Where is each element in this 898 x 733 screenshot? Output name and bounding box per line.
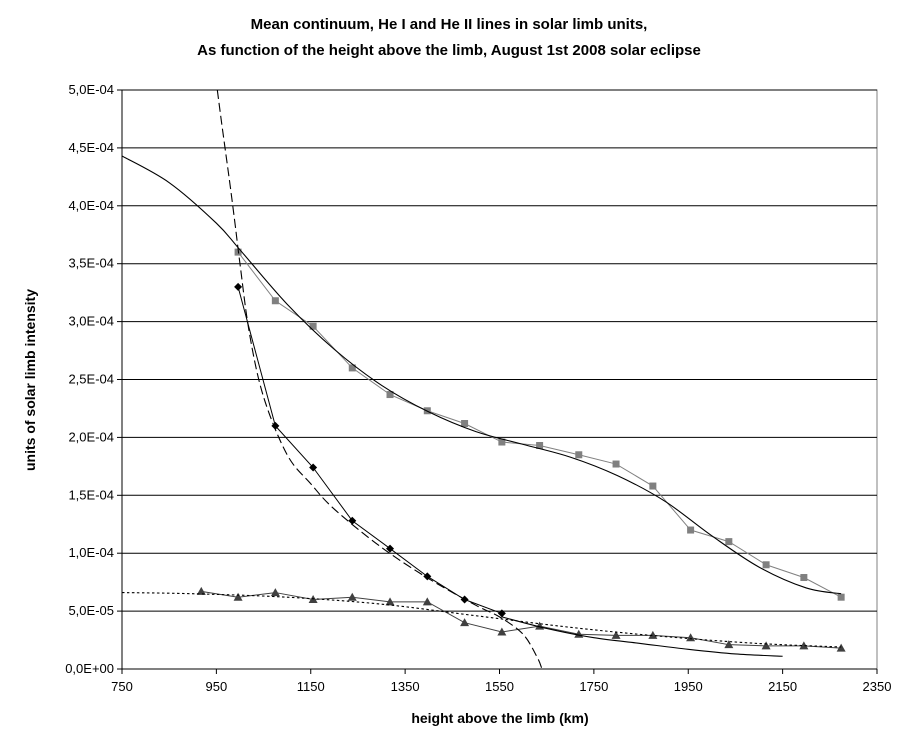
data-point-triangle xyxy=(836,643,846,652)
y-axis-title: units of solar limb intensity xyxy=(22,288,38,472)
series-4 xyxy=(216,90,543,670)
x-tick-label: 2350 xyxy=(863,679,892,694)
y-tick-label: 4,0E-04 xyxy=(68,198,114,213)
series-line-triangle xyxy=(201,590,842,649)
data-point-square xyxy=(612,460,620,468)
data-point-square xyxy=(536,442,544,450)
x-tick-label: 1550 xyxy=(485,679,514,694)
data-point-square xyxy=(649,482,657,490)
data-point-square xyxy=(762,561,770,569)
fit-curve-thin-fit xyxy=(501,616,783,657)
data-point-triangle xyxy=(270,588,280,597)
y-tick-label: 1,5E-04 xyxy=(68,487,114,502)
data-point-triangle xyxy=(422,597,432,606)
y-tick-label: 2,5E-04 xyxy=(68,372,114,387)
data-point-square xyxy=(800,574,808,582)
data-point-triangle xyxy=(724,640,734,649)
chart-subtitle: As function of the height above the limb… xyxy=(197,42,701,59)
y-tick-label: 0,0E+00 xyxy=(65,661,114,676)
y-tick-label: 1,0E-04 xyxy=(68,545,114,560)
data-point-triangle xyxy=(686,633,696,642)
x-tick-label: 1750 xyxy=(579,679,608,694)
fit-curve-solid-fit xyxy=(122,155,842,595)
data-point-triangle xyxy=(799,641,809,650)
y-tick-label: 4,5E-04 xyxy=(68,140,114,155)
series-line-diamond xyxy=(237,286,503,614)
x-tick-label: 1150 xyxy=(297,679,325,694)
series-6 xyxy=(122,592,842,648)
y-tick-label: 5,0E-05 xyxy=(68,603,114,618)
data-point-diamond xyxy=(386,544,395,553)
x-tick-label: 950 xyxy=(206,679,228,694)
data-point-square xyxy=(687,526,695,534)
data-point-square xyxy=(837,593,845,601)
y-tick-label: 3,0E-04 xyxy=(68,314,114,329)
data-point-triangle xyxy=(497,627,507,636)
data-point-triangle xyxy=(648,630,658,639)
fit-curve-dotted-fit xyxy=(122,592,842,648)
fit-curve-dashed-fit xyxy=(216,90,543,670)
data-point-triangle xyxy=(347,592,357,601)
data-point-triangle xyxy=(460,618,470,627)
data-point-triangle xyxy=(611,630,621,639)
data-point-diamond xyxy=(497,609,506,618)
ticks-layer: 0,0E+00 5,0E-05 1,0E-04 1,5E-04 2,0E-04 2,5E-… xyxy=(65,82,891,694)
data-point-triangle xyxy=(233,592,243,601)
x-tick-label: 750 xyxy=(111,679,133,694)
data-point-square xyxy=(575,451,583,459)
data-point-square xyxy=(461,420,469,428)
data-point-diamond xyxy=(234,282,243,291)
data-point-square xyxy=(348,364,356,372)
x-axis-title: height above the limb (km) xyxy=(411,710,589,726)
x-tick-label: 1950 xyxy=(674,679,703,694)
data-point-square xyxy=(498,438,506,446)
y-tick-label: 2,0E-04 xyxy=(68,429,114,444)
data-point-triangle xyxy=(196,586,206,595)
data-point-square xyxy=(309,322,317,330)
series-layer xyxy=(122,90,846,670)
x-tick-label: 1350 xyxy=(391,679,420,694)
data-point-triangle xyxy=(761,641,771,650)
data-point-diamond xyxy=(309,463,318,472)
data-point-square xyxy=(386,391,394,399)
data-point-square xyxy=(725,538,733,546)
y-tick-label: 3,5E-04 xyxy=(68,256,114,271)
chart-title: Mean continuum, He I and He II lines in … xyxy=(250,16,648,33)
data-point-diamond xyxy=(348,516,357,525)
axes-layer xyxy=(117,89,878,674)
y-tick-label: 5,0E-04 xyxy=(68,82,114,97)
data-point-square xyxy=(271,297,279,305)
grid-layer xyxy=(121,89,878,670)
data-point-diamond xyxy=(423,572,432,581)
series-3 xyxy=(122,155,842,595)
data-point-triangle xyxy=(385,597,395,606)
series-5 xyxy=(501,616,783,657)
x-tick-label: 2150 xyxy=(768,679,797,694)
